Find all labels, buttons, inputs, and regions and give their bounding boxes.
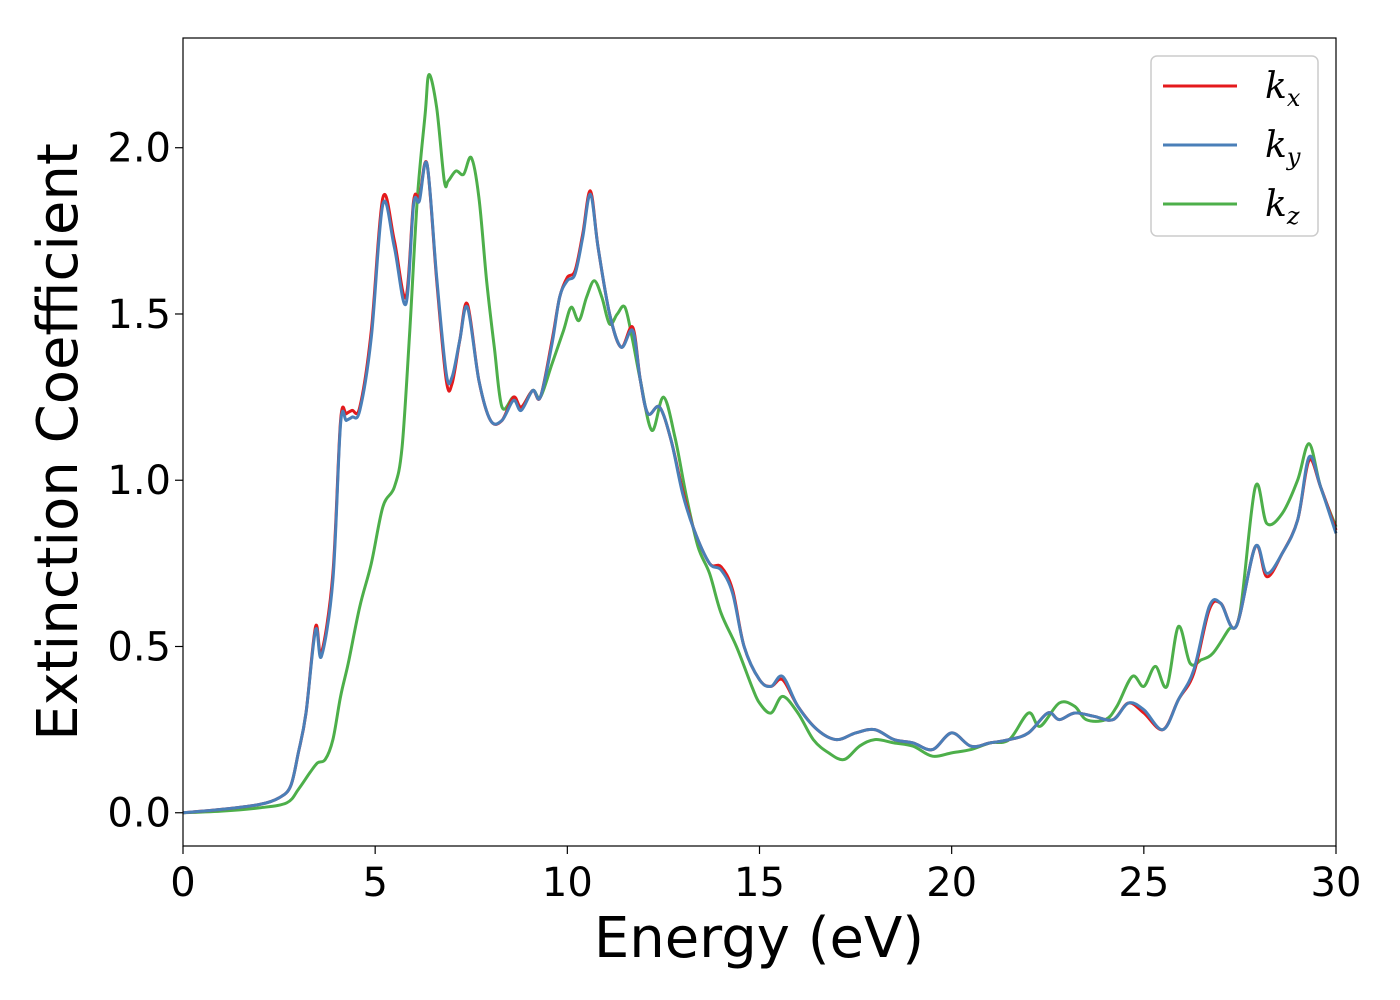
x-tick-label: 10 [542, 860, 593, 906]
x-tick-label: 15 [734, 860, 785, 906]
y-tick-label: 2.0 [107, 126, 171, 172]
y-tick-label: 0.5 [107, 624, 171, 670]
series-line-y [182, 160, 1338, 815]
y-tick-label: 0.0 [107, 791, 171, 837]
x-tick-label: 20 [926, 860, 977, 906]
legend-entry-z: kz [1265, 184, 1300, 230]
x-tick-label: 25 [1118, 860, 1169, 906]
y-tick-label: 1.5 [107, 292, 171, 338]
y-axis: 0.0 0.5 1.0 1.5 2.0 [107, 126, 183, 837]
y-axis-label: Extinction Coefficient [26, 143, 91, 741]
x-tick-label: 5 [362, 860, 387, 906]
legend-entry-y: ky [1265, 125, 1301, 171]
x-axis: 0 5 10 15 20 25 30 [170, 846, 1361, 906]
y-tick-label: 1.0 [107, 458, 171, 504]
legend: kx ky kz [1150, 55, 1319, 237]
x-tick-label: 30 [1311, 860, 1362, 906]
series-layer [182, 73, 1338, 815]
legend-entry-x: kx [1265, 66, 1301, 112]
x-axis-label: Energy (eV) [594, 906, 924, 971]
x-tick-label: 0 [170, 860, 195, 906]
